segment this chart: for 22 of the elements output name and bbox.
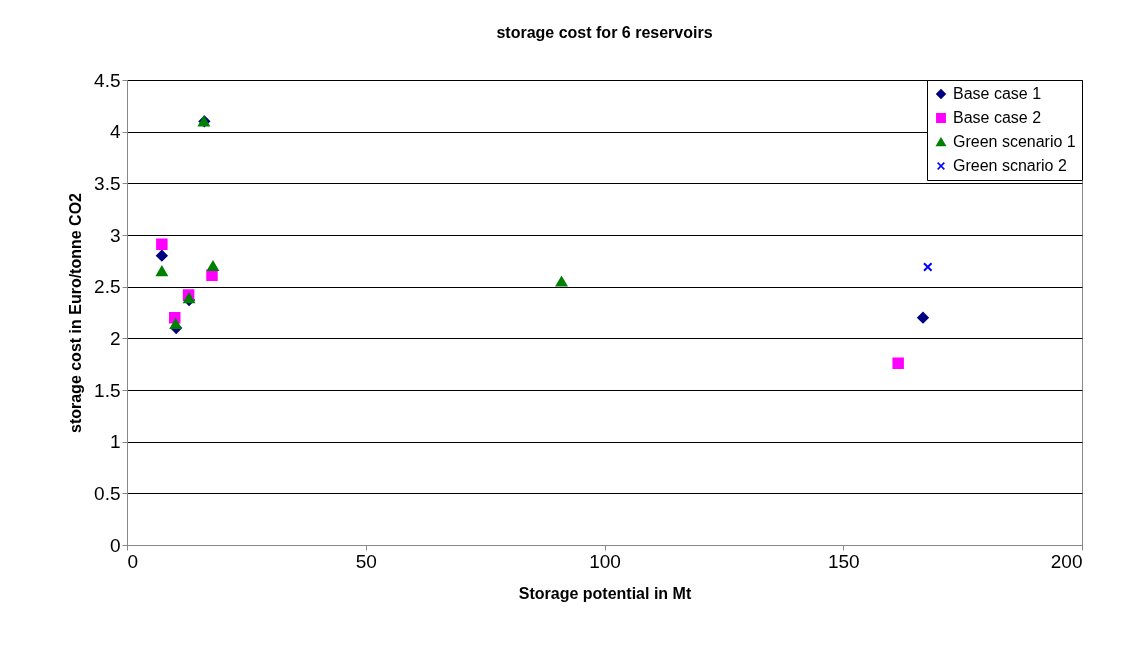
y-tick-label: 1 xyxy=(109,431,121,453)
legend-label: Base case 2 xyxy=(953,109,1042,126)
x-axis-title: Storage potential in Mt xyxy=(518,584,692,602)
y-tick-label: 0 xyxy=(109,534,121,556)
y-tick-label: 2 xyxy=(109,327,121,349)
x-tick-label: 0 xyxy=(127,550,139,572)
y-tick-label: 4.5 xyxy=(94,69,121,91)
y-tick-label: 3.5 xyxy=(94,172,121,194)
y-tick-label: 2.5 xyxy=(94,276,121,298)
x-tick-label: 100 xyxy=(589,550,621,572)
chart-title: storage cost for 6 reservoirs xyxy=(496,24,713,41)
y-tick-label: 4 xyxy=(109,121,121,143)
x-tick-label: 200 xyxy=(1050,550,1083,572)
legend-label: Green scnario 2 xyxy=(953,157,1067,174)
legend-label: Green scenario 1 xyxy=(953,133,1076,150)
x-tick-label: 150 xyxy=(827,550,860,572)
x-tick-label: 50 xyxy=(355,550,377,572)
y-axis-title: storage cost in Euro/tonne CO2 xyxy=(67,192,85,434)
legend-label: Base case 1 xyxy=(953,85,1042,102)
y-tick-label: 0.5 xyxy=(94,482,121,504)
y-tick-label: 1.5 xyxy=(94,379,121,401)
y-tick-label: 3 xyxy=(109,224,121,246)
